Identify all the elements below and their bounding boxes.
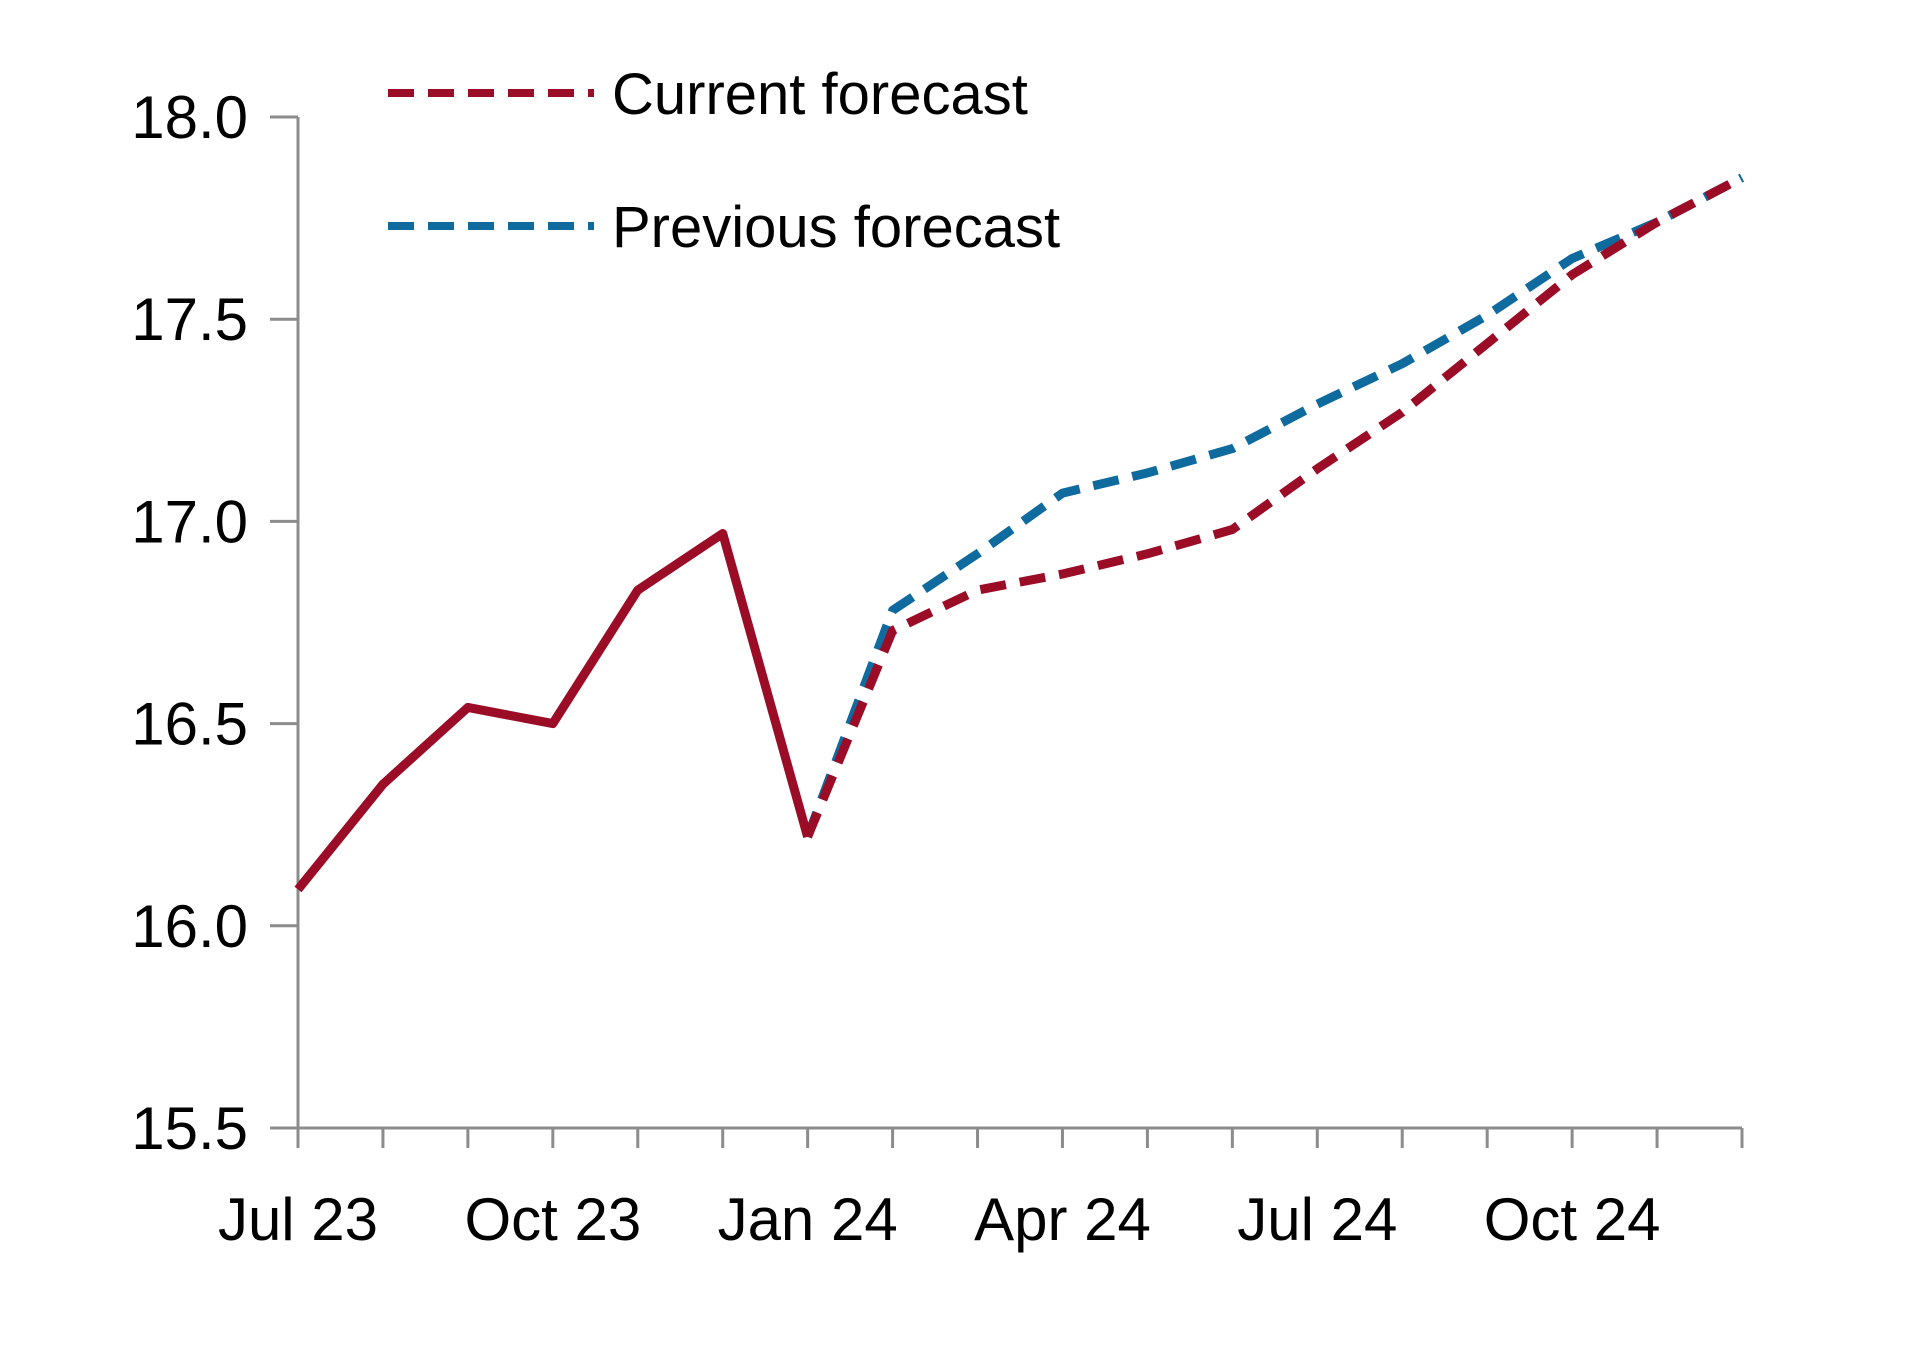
x-tick-label: Apr 24 (974, 1186, 1151, 1253)
legend-item-previous-forecast: Previous forecast (388, 195, 1060, 260)
y-tick-label: 18.0 (131, 84, 248, 151)
x-tick-label: Oct 24 (1484, 1186, 1661, 1253)
y-tick-label: 16.5 (131, 691, 248, 758)
x-axis-ticks: Jul 23 Oct 23 Jan 24 Apr 24 Jul 24 Oct 24 (218, 1128, 1744, 1253)
x-tick-label: Oct 23 (464, 1186, 641, 1253)
legend-label-previous-forecast: Previous forecast (612, 195, 1060, 260)
legend-label-current-forecast: Current forecast (612, 62, 1028, 127)
x-tick-label: Jan 24 (718, 1186, 898, 1253)
y-tick-label: 17.5 (131, 286, 248, 353)
y-tick-label: 17.0 (131, 488, 248, 555)
y-tick-label: 15.5 (131, 1095, 248, 1162)
y-axis-ticks: 15.5 16.0 16.5 17.0 17.5 18.0 (131, 84, 298, 1162)
series-lines (294, 173, 1745, 893)
series-line-previous-forecast (803, 173, 1745, 839)
legend-item-current-forecast: Current forecast (388, 62, 1028, 127)
y-tick-label: 16.0 (131, 893, 248, 960)
axes (270, 117, 1742, 1130)
legend: Current forecast Previous forecast (388, 62, 1060, 260)
series-line-outturn (294, 529, 812, 893)
series-line-current-forecast (803, 173, 1745, 839)
x-tick-label: Jul 23 (218, 1186, 378, 1253)
x-tick-label: Jul 24 (1237, 1186, 1397, 1253)
